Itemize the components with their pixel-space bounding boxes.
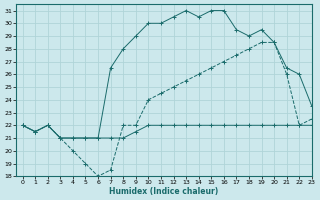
X-axis label: Humidex (Indice chaleur): Humidex (Indice chaleur)	[109, 187, 219, 196]
